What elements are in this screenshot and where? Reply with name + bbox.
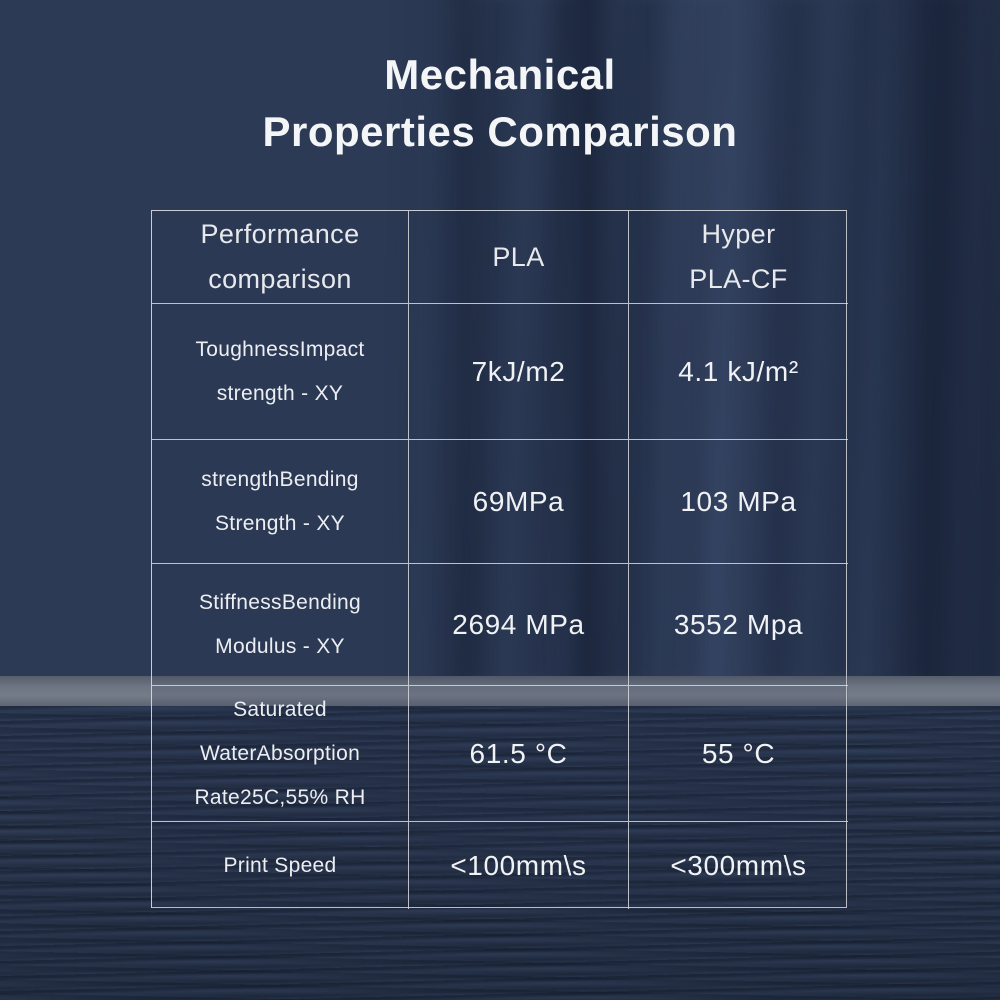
row-bending-modulus-label: StiffnessBending Modulus - XY (152, 564, 409, 686)
row-bending-modulus-hyper-value: 3552 Mpa (629, 564, 848, 686)
page-title: Mechanical Properties Comparison (262, 51, 738, 155)
row-print-speed-pla-value: <100mm\s (409, 822, 629, 909)
header-property: Performance comparison (152, 211, 409, 304)
row-impact-strength-pla-value: 7kJ/m2 (409, 304, 629, 440)
row-impact-strength-label: ToughnessImpact strength - XY (152, 304, 409, 440)
row-print-speed-hyper-value: <300mm\s (629, 822, 848, 909)
filament-fold (856, 0, 1000, 676)
row-water-absorption-pla-value: 61.5 °C (409, 686, 629, 822)
header-pla: PLA (409, 211, 629, 304)
background-bottom-coil-texture (0, 706, 1000, 1000)
row-water-absorption-label: Saturated WaterAbsorption Rate25C,55% RH (152, 686, 409, 822)
row-water-absorption-hyper-value: 55 °C (629, 686, 848, 822)
header-hyper-pla-cf: Hyper PLA-CF (629, 211, 848, 304)
row-bending-modulus-pla-value: 2694 MPa (409, 564, 629, 686)
row-bending-strength-hyper-value: 103 MPa (629, 440, 848, 564)
row-bending-strength-pla-value: 69MPa (409, 440, 629, 564)
comparison-table: Performance comparison PLA Hyper PLA-CF … (151, 210, 848, 909)
row-bending-strength-label: strengthBending Strength - XY (152, 440, 409, 564)
row-impact-strength-hyper-value: 4.1 kJ/m² (629, 304, 848, 440)
row-print-speed-label: Print Speed (152, 822, 409, 909)
divider-band (0, 676, 1000, 706)
